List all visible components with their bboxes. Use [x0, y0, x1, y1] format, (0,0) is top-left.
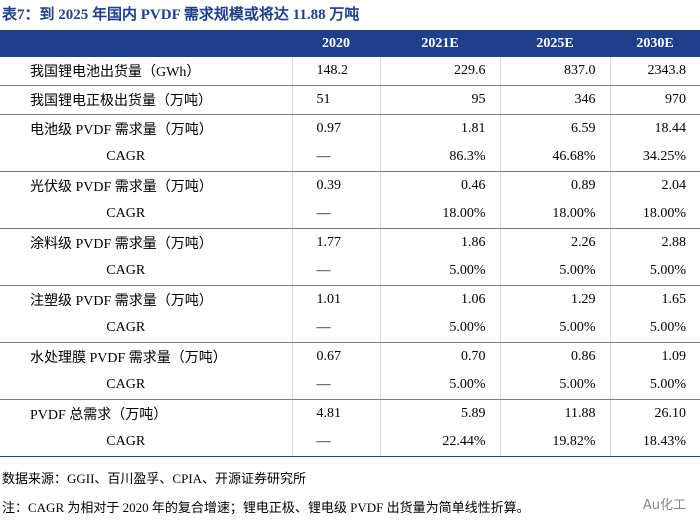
- table-row: CAGR —22.44% 19.82% 18.43%: [0, 428, 700, 457]
- table-row: 光伏级 PVDF 需求量（万吨） 0.39 0.46 0.89 2.04: [0, 171, 700, 200]
- table-row: CAGR —18.00% 18.00% 18.00%: [0, 200, 700, 229]
- table-row: 水处理膜 PVDF 需求量（万吨） 0.67 0.70 0.86 1.09: [0, 342, 700, 371]
- row-label: CAGR: [0, 428, 292, 457]
- cell: 1.09: [609, 342, 700, 371]
- table-row: 涂料级 PVDF 需求量（万吨） 1.77 1.86 2.26 2.88: [0, 228, 700, 257]
- cell: 5.00%: [609, 314, 700, 343]
- cell: 5.00%: [379, 257, 500, 286]
- cell: 1.01: [291, 285, 380, 314]
- cell: 0.46: [379, 171, 500, 200]
- cell: 5.00%: [379, 314, 500, 343]
- table-row: CAGR —5.00% 5.00% 5.00%: [0, 371, 700, 400]
- cell: 19.82%: [499, 428, 610, 457]
- cell: 26.10: [609, 399, 700, 428]
- cell: 0.89: [499, 171, 610, 200]
- cell: 46.68%: [499, 143, 610, 172]
- cell: 5.00%: [609, 371, 700, 400]
- cell: 1.65: [609, 285, 700, 314]
- row-label: CAGR: [0, 371, 292, 400]
- cell: 18.43%: [609, 428, 700, 457]
- cell: 0.70: [379, 342, 500, 371]
- cell: —: [291, 428, 380, 457]
- source: 数据来源：GGII、百川盈孚、CPIA、开源证券研究所: [2, 471, 307, 486]
- table-row: CAGR —5.00% 5.00% 5.00%: [0, 257, 700, 286]
- header-cell: 2021E: [380, 30, 500, 57]
- cell: 1.06: [379, 285, 500, 314]
- header-cell: [0, 30, 292, 57]
- row-label: CAGR: [0, 257, 292, 286]
- watermark: Au化工: [642, 498, 686, 513]
- table-row: 电池级 PVDF 需求量（万吨） 0.97 1.81 6.59 18.44: [0, 114, 700, 143]
- cell: 18.00%: [379, 200, 500, 229]
- row-label: 电池级 PVDF 需求量（万吨）: [30, 123, 213, 138]
- header-cell: 2020: [292, 30, 380, 57]
- cell: 5.00%: [499, 314, 610, 343]
- cell: 346: [499, 85, 610, 115]
- cell: 11.88: [499, 399, 610, 428]
- row-label: CAGR: [0, 200, 292, 229]
- table-row: 注塑级 PVDF 需求量（万吨） 1.01 1.06 1.29 1.65: [0, 285, 700, 314]
- cell: 22.44%: [379, 428, 500, 457]
- row-label: 我国锂电正极出货量（万吨）: [0, 85, 292, 115]
- table-row: 我国锂电正极出货量（万吨） 51 95 346 970: [0, 85, 700, 115]
- row-label: 光伏级 PVDF 需求量（万吨）: [30, 180, 213, 195]
- cell: 1.81: [379, 114, 500, 143]
- cell: 4.81: [291, 399, 380, 428]
- cell: 0.97: [291, 114, 380, 143]
- cell: 1.29: [499, 285, 610, 314]
- cell: 0.67: [291, 342, 380, 371]
- row-label: CAGR: [0, 314, 292, 343]
- cell: 5.00%: [379, 371, 500, 400]
- cell: 34.25%: [609, 143, 700, 172]
- cell: —: [291, 314, 380, 343]
- cell: 1.77: [291, 228, 380, 257]
- cell: 0.39: [291, 171, 380, 200]
- table-row: PVDF 总需求（万吨） 4.81 5.89 11.88 26.10: [0, 399, 700, 428]
- row-label: 我国锂电池出货量（GWh）: [0, 57, 292, 86]
- cell: 5.00%: [609, 257, 700, 286]
- data-table: 2020 2021E 2025E 2030E 我国锂电池出货量（GWh） 148.2 22…: [0, 30, 700, 457]
- cell: 18.00%: [609, 200, 700, 229]
- cell: 86.3%: [379, 143, 500, 172]
- note: 注：CAGR 为相对于 2020 年的复合增速；锂电正极、锂电级 PVDF 出货…: [2, 500, 530, 515]
- cell: 2.88: [609, 228, 700, 257]
- cell: 5.00%: [499, 257, 610, 286]
- cell: —: [291, 143, 380, 172]
- cell: 18.44: [609, 114, 700, 143]
- cell: 18.00%: [499, 200, 610, 229]
- cell: 1.86: [379, 228, 500, 257]
- cell: 229.6: [379, 57, 500, 86]
- cell: 2.26: [499, 228, 610, 257]
- row-label: 水处理膜 PVDF 需求量（万吨）: [30, 351, 227, 366]
- cell: 51: [291, 85, 380, 115]
- table-row: CAGR —5.00% 5.00% 5.00%: [0, 314, 700, 343]
- header-cell: 2030E: [610, 30, 700, 57]
- cell: 6.59: [499, 114, 610, 143]
- cell: 148.2: [291, 57, 380, 86]
- cell: 970: [609, 85, 700, 115]
- header-row: 2020 2021E 2025E 2030E: [0, 30, 700, 57]
- cell: 5.89: [379, 399, 500, 428]
- cell: 0.86: [499, 342, 610, 371]
- row-label: CAGR: [0, 143, 292, 172]
- header-cell: 2025E: [500, 30, 610, 57]
- cell: 5.00%: [499, 371, 610, 400]
- row-label: 涂料级 PVDF 需求量（万吨）: [30, 237, 213, 252]
- cell: 95: [379, 85, 500, 115]
- cell: —: [291, 200, 380, 229]
- cell: 2.04: [609, 171, 700, 200]
- cell: 2343.8: [609, 57, 700, 86]
- row-label: 注塑级 PVDF 需求量（万吨）: [30, 294, 213, 309]
- table-row: CAGR —86.3% 46.68% 34.25%: [0, 143, 700, 172]
- cell: —: [291, 257, 380, 286]
- cell: 837.0: [499, 57, 610, 86]
- title: 表7：到 2025 年国内 PVDF 需求规模或将达 11.88 万吨: [2, 7, 360, 23]
- table-row: 我国锂电池出货量（GWh） 148.2 229.6 837.0 2343.8: [0, 57, 700, 86]
- row-label: PVDF 总需求（万吨）: [30, 408, 168, 423]
- cell: —: [291, 371, 380, 400]
